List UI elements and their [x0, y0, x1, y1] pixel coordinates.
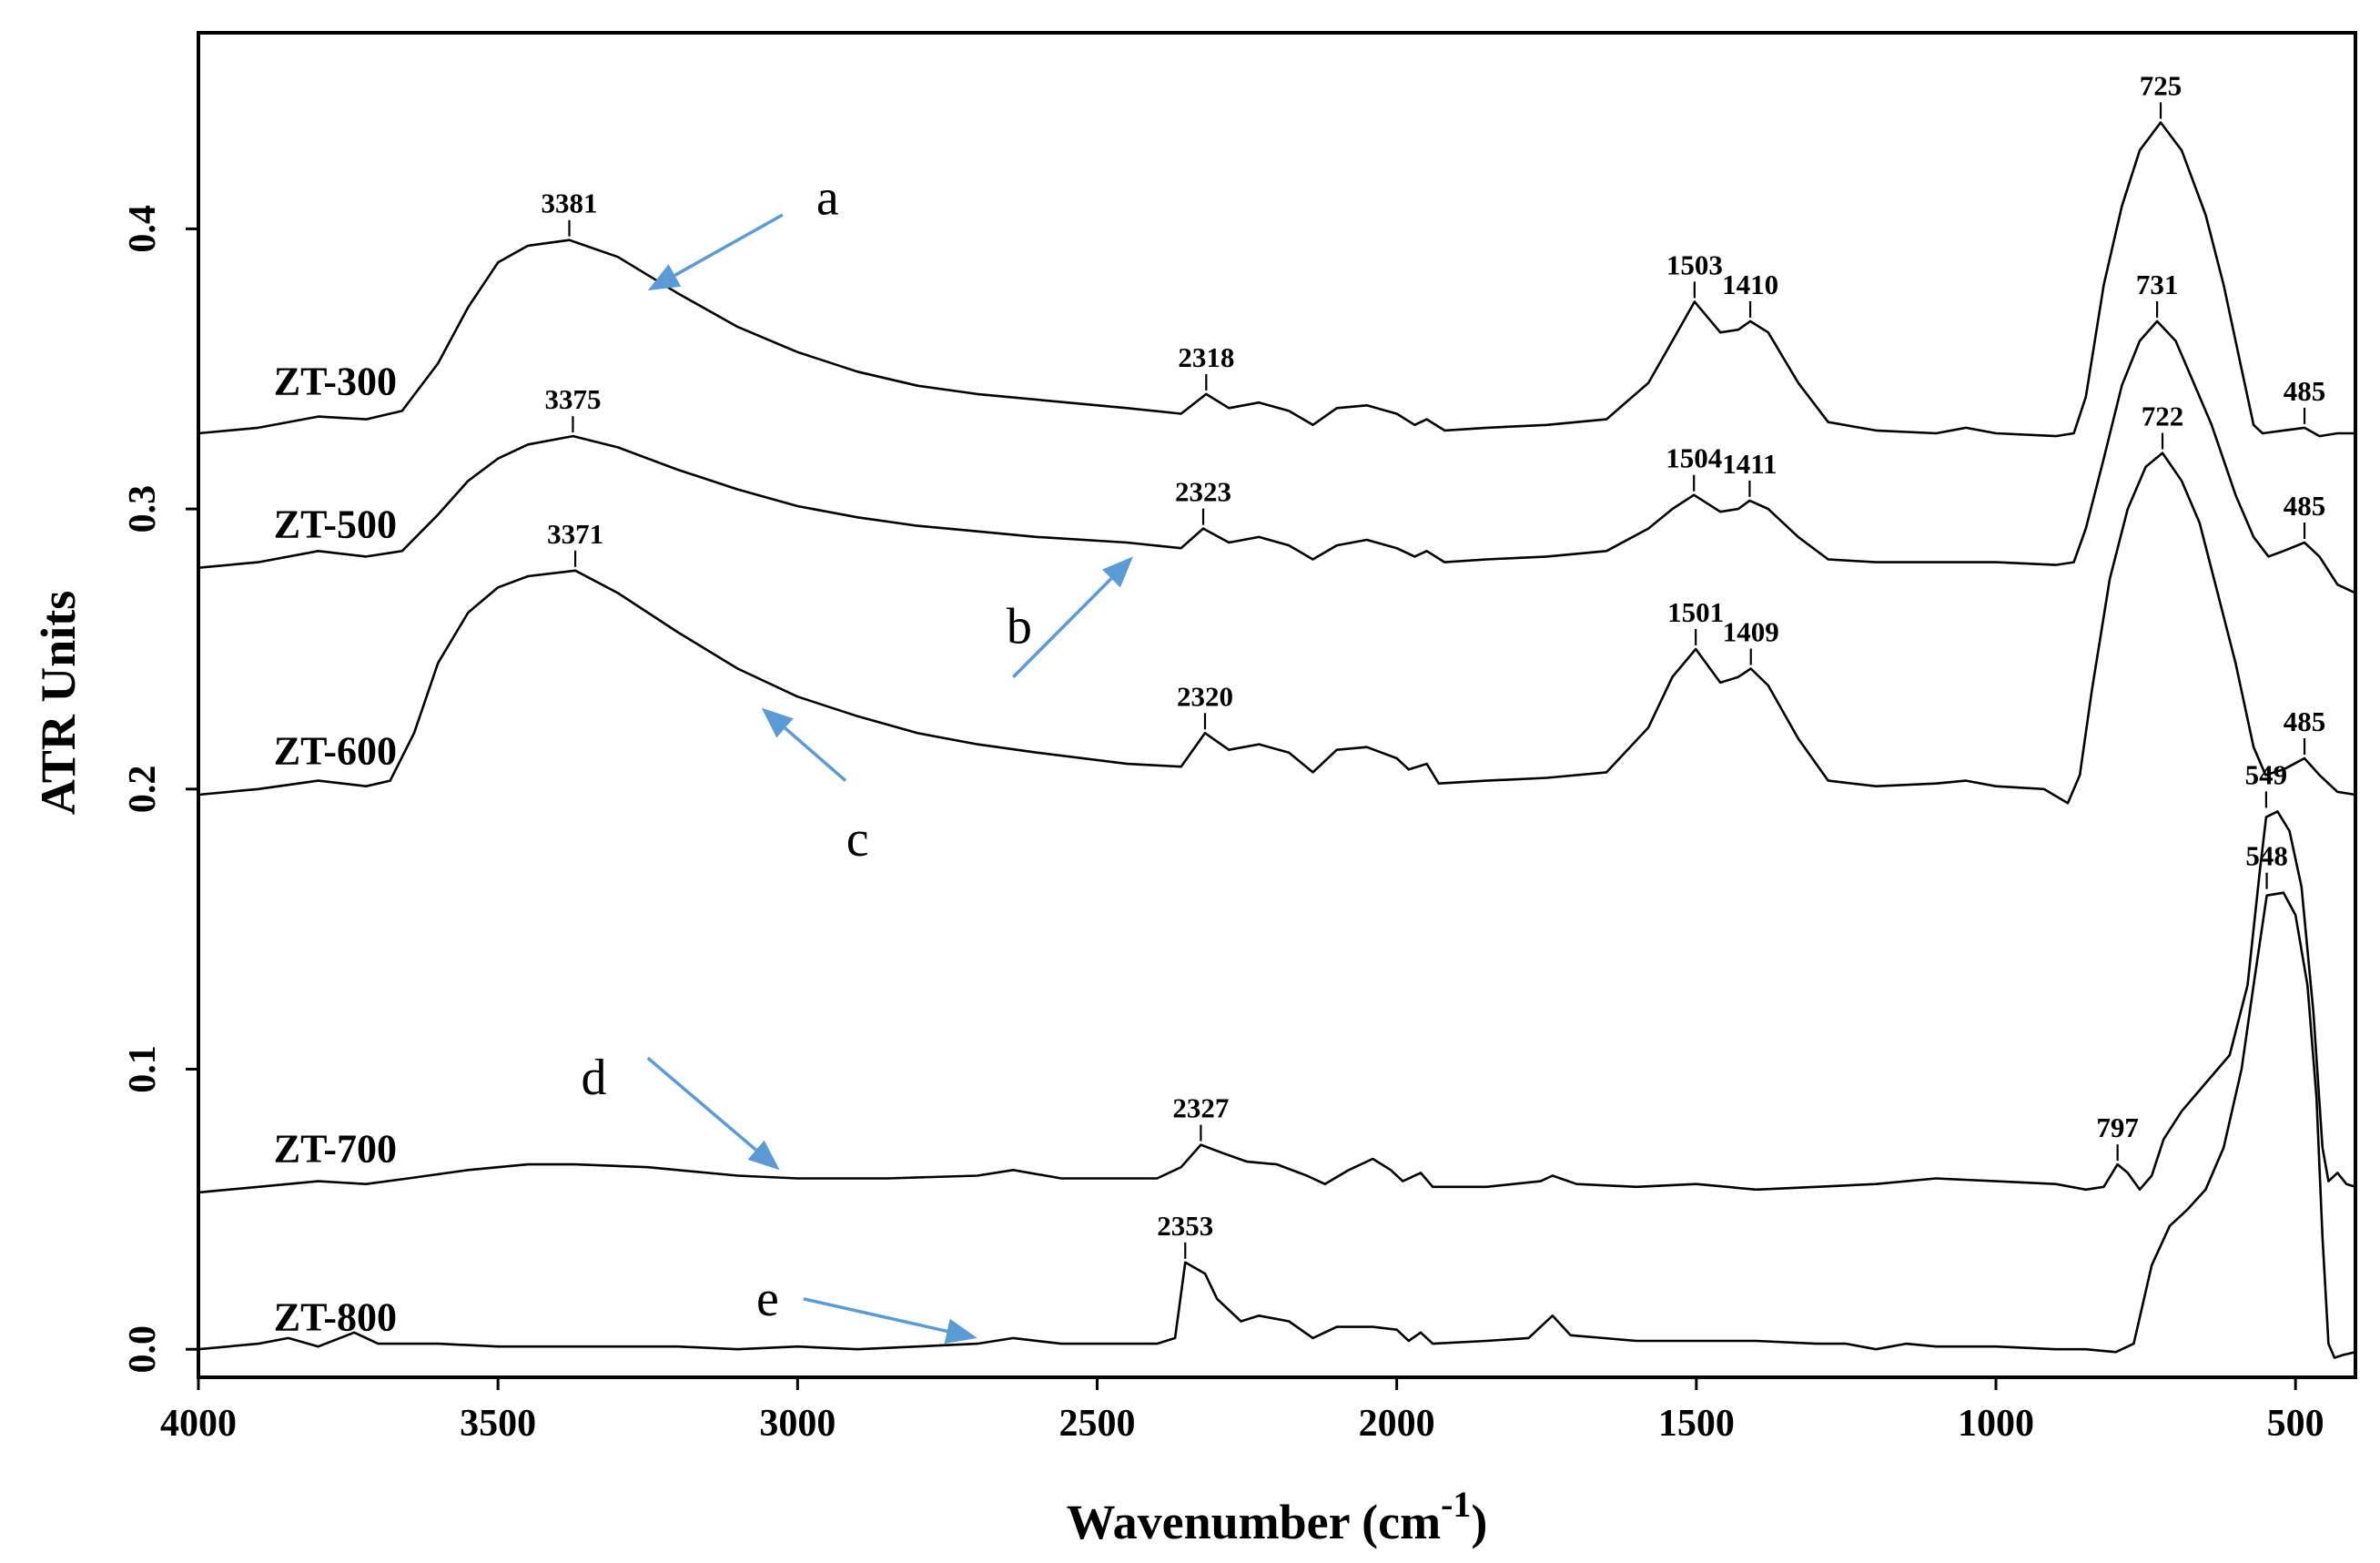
peak-zt-300-1503-label: 1503 — [1666, 249, 1723, 280]
x-tick-label-3500: 3500 — [460, 1403, 536, 1445]
x-tick-label-2000: 2000 — [1359, 1403, 1435, 1445]
peak-zt-300-485-label: 485 — [2284, 375, 2326, 407]
series-line-zt-700 — [197, 810, 2356, 1194]
arrow-e-head — [944, 1318, 977, 1345]
arrow-b-head — [1102, 556, 1133, 588]
arrow-b-shaft — [1012, 577, 1113, 678]
arrow-d-head — [747, 1140, 780, 1171]
y-tick-label-0-2: 0.2 — [122, 766, 164, 814]
peak-zt-500-731-label: 731 — [2136, 269, 2179, 300]
peak-zt-500-3375-label: 3375 — [544, 383, 601, 415]
series-line-zt-300 — [197, 121, 2355, 438]
peak-zt-500-1411-label: 1411 — [1722, 448, 1777, 480]
peak-zt-600-1409-label: 1409 — [1723, 615, 1779, 647]
arrow-e-shaft — [803, 1297, 948, 1334]
y-tick-label-0: 0.0 — [122, 1325, 164, 1374]
arrow-label-a: a — [816, 170, 839, 227]
peak-zt-800-548-label: 548 — [2245, 840, 2288, 872]
peak-zt-600-2320-label: 2320 — [1177, 680, 1233, 712]
peak-zt-300-1410-label: 1410 — [1722, 269, 1778, 300]
series-label-zt-600: ZT-600 — [274, 729, 397, 774]
x-tick-label-2500: 2500 — [1059, 1403, 1136, 1445]
peak-zt-300-725-label: 725 — [2140, 69, 2183, 101]
arrow-d-shaft — [646, 1056, 757, 1152]
peak-zt-600-3371-label: 3371 — [547, 518, 603, 550]
arrow-label-e: e — [756, 1271, 779, 1327]
x-tick-label-500: 500 — [2267, 1403, 2324, 1445]
arrow-label-b: b — [1007, 598, 1032, 655]
x-tick-label-1500: 1500 — [1658, 1403, 1735, 1445]
x-tick-label-3000: 3000 — [759, 1403, 836, 1445]
peak-zt-500-2323-label: 2323 — [1175, 476, 1231, 508]
y-axis-title: ATR Units — [31, 591, 86, 816]
series-label-zt-800: ZT-800 — [274, 1294, 397, 1339]
peak-zt-800-2353-label: 2353 — [1157, 1210, 1213, 1242]
series-line-zt-600 — [197, 452, 2356, 805]
peak-zt-300-2318-label: 2318 — [1178, 341, 1234, 373]
y-tick-label-0-4: 0.4 — [122, 205, 164, 252]
arrow-a-shaft — [673, 213, 784, 277]
arrow-a-head — [647, 264, 682, 291]
y-tick-label-0-3: 0.3 — [122, 485, 164, 533]
arrow-label-c: c — [846, 811, 869, 868]
arrow-c-shaft — [784, 726, 847, 782]
plot-frame — [197, 31, 2357, 1379]
y-tick-label-0-1: 0.1 — [122, 1045, 164, 1093]
series-line-zt-500 — [197, 320, 2356, 594]
peak-zt-300-3381-label: 3381 — [542, 188, 598, 219]
series-label-zt-500: ZT-500 — [274, 502, 397, 546]
series-layer: ZT-300 ZT-500 ZT-600 ZT-700 ZT-800 — [197, 121, 2356, 1359]
peak-zt-600-1501-label: 1501 — [1667, 596, 1724, 628]
series-line-zt-800 — [197, 891, 2356, 1359]
peak-zt-700-549-label: 549 — [2245, 758, 2288, 790]
peak-zt-700-797-label: 797 — [2096, 1111, 2139, 1143]
peak-zt-500-485-label: 485 — [2284, 490, 2326, 522]
series-label-zt-700: ZT-700 — [274, 1127, 397, 1172]
x-tick-label-4000: 4000 — [160, 1403, 237, 1445]
x-axis-title: Wavenumber (cm-1) — [1067, 1484, 1488, 1549]
peak-zt-600-722-label: 722 — [2142, 401, 2184, 432]
series-label-zt-300: ZT-300 — [274, 360, 397, 404]
peak-zt-500-1504-label: 1504 — [1666, 442, 1722, 474]
x-tick-label-1000: 1000 — [1958, 1403, 2034, 1445]
y-axis: 0.0 0.1 0.2 0.3 0.4 — [122, 205, 198, 1373]
peak-zt-600-485-label: 485 — [2284, 705, 2326, 737]
annotations: a b c d e — [582, 170, 1133, 1345]
arrow-label-d: d — [582, 1050, 607, 1106]
peak-zt-700-2327-label: 2327 — [1172, 1092, 1229, 1124]
arrow-c-head — [761, 707, 794, 738]
x-axis: 4000 3500 3000 2500 2000 1500 1000 500 — [160, 1377, 2324, 1445]
